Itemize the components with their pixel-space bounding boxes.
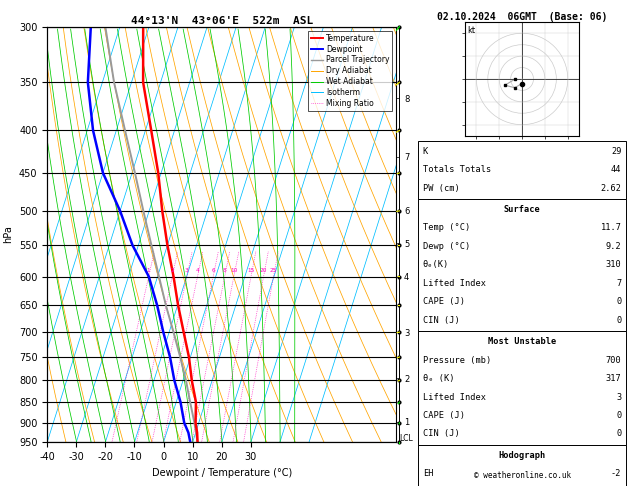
Text: CAPE (J): CAPE (J) — [423, 297, 465, 306]
Text: 2: 2 — [170, 268, 174, 273]
Text: kt: kt — [467, 26, 476, 35]
Text: CIN (J): CIN (J) — [423, 430, 459, 438]
Y-axis label: hPa: hPa — [3, 226, 13, 243]
Text: 44: 44 — [611, 165, 621, 174]
Text: 02.10.2024  06GMT  (Base: 06): 02.10.2024 06GMT (Base: 06) — [437, 12, 607, 22]
Text: 29: 29 — [611, 147, 621, 156]
Text: 7: 7 — [616, 279, 621, 288]
Text: © weatheronline.co.uk: © weatheronline.co.uk — [474, 471, 571, 480]
Text: Temp (°C): Temp (°C) — [423, 224, 470, 232]
Text: PW (cm): PW (cm) — [423, 184, 459, 192]
Text: Hodograph: Hodograph — [498, 451, 546, 460]
Text: -2: -2 — [611, 469, 621, 478]
Text: K: K — [423, 147, 428, 156]
X-axis label: Dewpoint / Temperature (°C): Dewpoint / Temperature (°C) — [152, 468, 292, 478]
Text: 1: 1 — [147, 268, 150, 273]
Text: Pressure (mb): Pressure (mb) — [423, 356, 491, 364]
Text: Surface: Surface — [504, 205, 540, 214]
Text: 8: 8 — [223, 268, 226, 273]
Text: 3: 3 — [616, 393, 621, 401]
Text: 310: 310 — [606, 260, 621, 269]
Text: 6: 6 — [211, 268, 215, 273]
Text: Most Unstable: Most Unstable — [488, 337, 556, 346]
Text: Dewp (°C): Dewp (°C) — [423, 242, 470, 251]
Text: 4: 4 — [196, 268, 199, 273]
Text: Lifted Index: Lifted Index — [423, 279, 486, 288]
Text: 0: 0 — [616, 297, 621, 306]
Text: Totals Totals: Totals Totals — [423, 165, 491, 174]
Text: 3: 3 — [185, 268, 189, 273]
Text: 9.2: 9.2 — [606, 242, 621, 251]
Text: Lifted Index: Lifted Index — [423, 393, 486, 401]
Text: 700: 700 — [606, 356, 621, 364]
Text: 25: 25 — [270, 268, 277, 273]
Title: 44°13'N  43°06'E  522m  ASL: 44°13'N 43°06'E 522m ASL — [131, 16, 313, 26]
Text: CIN (J): CIN (J) — [423, 316, 459, 325]
Text: 0: 0 — [616, 316, 621, 325]
Text: EH: EH — [423, 469, 433, 478]
Text: 11.7: 11.7 — [601, 224, 621, 232]
Text: 0: 0 — [616, 411, 621, 420]
Y-axis label: km
ASL: km ASL — [421, 225, 437, 244]
Text: 10: 10 — [230, 268, 238, 273]
Text: θₑ (K): θₑ (K) — [423, 374, 454, 383]
Text: 317: 317 — [606, 374, 621, 383]
Text: 20: 20 — [260, 268, 267, 273]
Text: 2.62: 2.62 — [601, 184, 621, 192]
Legend: Temperature, Dewpoint, Parcel Trajectory, Dry Adiabat, Wet Adiabat, Isotherm, Mi: Temperature, Dewpoint, Parcel Trajectory… — [308, 31, 392, 111]
Text: 15: 15 — [247, 268, 255, 273]
Text: θₑ(K): θₑ(K) — [423, 260, 449, 269]
Text: 0: 0 — [616, 430, 621, 438]
Text: LCL: LCL — [399, 434, 413, 443]
Text: CAPE (J): CAPE (J) — [423, 411, 465, 420]
